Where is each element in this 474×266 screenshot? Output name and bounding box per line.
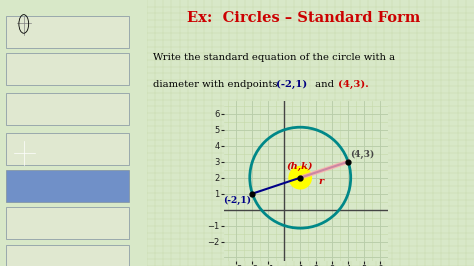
FancyBboxPatch shape bbox=[6, 170, 128, 202]
Text: Ex:  Circles – Standard Form: Ex: Circles – Standard Form bbox=[187, 11, 420, 25]
Text: (h,k): (h,k) bbox=[286, 162, 313, 171]
Text: diameter with endpoints: diameter with endpoints bbox=[154, 80, 284, 89]
Text: (-2,1): (-2,1) bbox=[223, 196, 251, 205]
Text: (4,3).: (4,3). bbox=[338, 80, 369, 89]
Text: Write the standard equation of the circle with a: Write the standard equation of the circl… bbox=[154, 53, 396, 62]
FancyBboxPatch shape bbox=[6, 207, 128, 239]
FancyBboxPatch shape bbox=[6, 53, 128, 85]
FancyBboxPatch shape bbox=[6, 245, 128, 266]
Text: r: r bbox=[319, 177, 324, 186]
Text: and: and bbox=[312, 80, 337, 89]
FancyBboxPatch shape bbox=[6, 93, 128, 125]
FancyBboxPatch shape bbox=[6, 16, 128, 48]
Text: (-2,1): (-2,1) bbox=[276, 80, 307, 89]
Text: (4,3): (4,3) bbox=[350, 150, 375, 159]
FancyBboxPatch shape bbox=[6, 133, 128, 165]
Circle shape bbox=[289, 167, 311, 189]
